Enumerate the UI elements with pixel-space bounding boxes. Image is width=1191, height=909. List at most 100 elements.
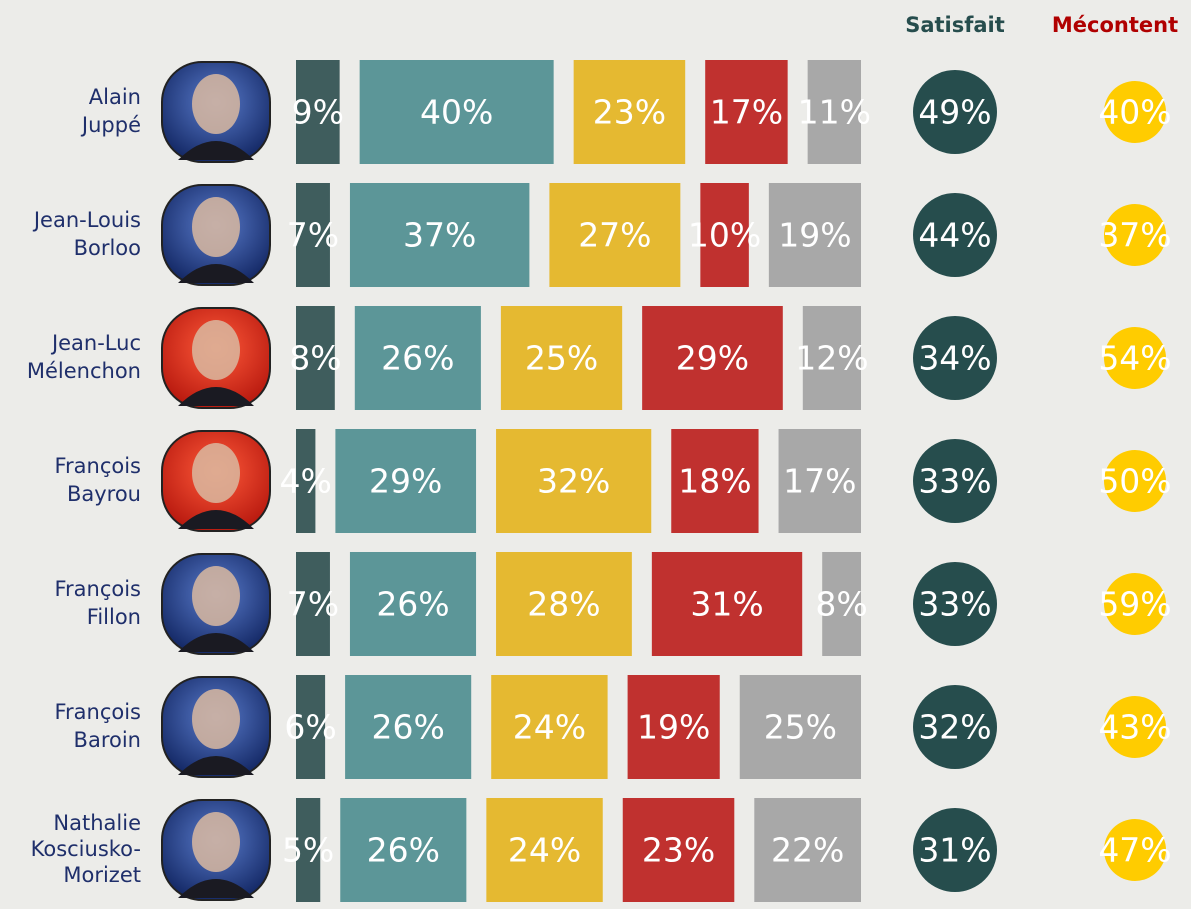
photo-face: [192, 443, 240, 503]
candidate-name: Juppé: [80, 113, 141, 137]
photo-body: [178, 633, 254, 652]
bar-value-label: 24%: [508, 831, 581, 870]
bar-value-label: 28%: [527, 585, 600, 624]
satisfait-value: 44%: [918, 216, 991, 255]
bar-segment: [296, 306, 335, 410]
mecontent-value: 43%: [1098, 708, 1171, 747]
bar-value-label: 17%: [783, 462, 856, 501]
candidate-name: Borloo: [74, 236, 141, 260]
candidate-name: François: [54, 454, 141, 478]
candidate-name: Alain: [89, 85, 141, 109]
candidate-name: François: [54, 577, 141, 601]
bar-value-label: 19%: [778, 216, 851, 255]
bar-value-label: 26%: [371, 708, 444, 747]
satisfait-value: 49%: [918, 93, 991, 132]
bar-value-label: 4%: [280, 462, 332, 501]
mecontent-circle: [1104, 204, 1166, 266]
mecontent-header: Mécontent: [1052, 13, 1178, 37]
bar-value-label: 31%: [690, 585, 763, 624]
bar-value-label: 8%: [815, 585, 867, 624]
bar-value-label: 26%: [376, 585, 449, 624]
photo-body: [178, 756, 254, 775]
mecontent-value: 50%: [1098, 462, 1171, 501]
bar-segment: [822, 552, 861, 656]
candidate-name: Mélenchon: [27, 359, 141, 383]
bar-segment: [778, 429, 861, 533]
bar-value-label: 12%: [795, 339, 868, 378]
mecontent-circle: [1104, 696, 1166, 758]
candidate-name: Bayrou: [67, 482, 141, 506]
photo-face: [192, 320, 240, 380]
bar-segment: [651, 552, 803, 656]
photo-face: [192, 689, 240, 749]
satisfait-value: 33%: [918, 462, 991, 501]
bar-value-label: 29%: [676, 339, 749, 378]
bar-value-label: 29%: [369, 462, 442, 501]
bar-segment: [642, 306, 783, 410]
bar-segment: [573, 60, 686, 164]
candidate-name: Morizet: [63, 863, 141, 887]
mecontent-value: 47%: [1098, 831, 1171, 870]
bar-segment: [622, 798, 735, 902]
bar-segment: [705, 60, 788, 164]
bar-segment: [296, 60, 340, 164]
bar-segment: [496, 552, 632, 656]
bar-value-label: 8%: [289, 339, 341, 378]
bar-value-label: 5%: [282, 831, 334, 870]
bar-segment: [354, 306, 481, 410]
bar-segment: [491, 675, 608, 779]
mecontent-circle: [1104, 573, 1166, 635]
bar-segment: [802, 306, 861, 410]
bar-value-label: 26%: [367, 831, 440, 870]
bar-value-label: 7%: [287, 585, 339, 624]
photo-face: [192, 566, 240, 626]
bar-value-label: 27%: [578, 216, 651, 255]
satisfait-header: Satisfait: [905, 13, 1005, 37]
photo-body: [178, 879, 254, 898]
bar-value-label: 26%: [381, 339, 454, 378]
satisfait-circle: [913, 439, 997, 523]
bar-value-label: 32%: [537, 462, 610, 501]
satisfait-circle: [913, 316, 997, 400]
bar-value-label: 25%: [764, 708, 837, 747]
bar-value-label: 6%: [284, 708, 336, 747]
bar-value-label: 37%: [403, 216, 476, 255]
bar-segment: [296, 552, 330, 656]
satisfait-circle: [913, 562, 997, 646]
bar-segment: [296, 429, 316, 533]
satisfait-value: 34%: [918, 339, 991, 378]
mecontent-circle: [1104, 450, 1166, 512]
satisfait-value: 32%: [918, 708, 991, 747]
mecontent-value: 54%: [1098, 339, 1171, 378]
bar-segment: [671, 429, 759, 533]
bar-segment: [345, 675, 472, 779]
bar-value-label: 40%: [420, 93, 493, 132]
bar-segment: [296, 675, 326, 779]
bar-value-label: 10%: [688, 216, 761, 255]
candidate-name: Nathalie: [53, 811, 141, 835]
bar-value-label: 11%: [798, 93, 871, 132]
bar-value-label: 7%: [287, 216, 339, 255]
photo-body: [178, 510, 254, 529]
candidate-name: Kosciusko-: [31, 837, 141, 861]
photo-body: [178, 387, 254, 406]
candidate-name: Jean-Louis: [32, 208, 141, 232]
bar-segment: [768, 183, 861, 287]
bar-segment: [739, 675, 861, 779]
bar-segment: [500, 306, 623, 410]
bar-value-label: 18%: [678, 462, 751, 501]
satisfait-circle: [913, 808, 997, 892]
candidate-name: Fillon: [87, 605, 141, 629]
satisfait-circle: [913, 685, 997, 769]
candidate-name: Jean-Luc: [50, 331, 141, 355]
bar-value-label: 9%: [292, 93, 344, 132]
candidate-name: François: [54, 700, 141, 724]
bar-segment: [807, 60, 861, 164]
bar-value-label: 22%: [771, 831, 844, 870]
bar-value-label: 19%: [637, 708, 710, 747]
bar-segment: [754, 798, 861, 902]
satisfait-value: 31%: [918, 831, 991, 870]
photo-body: [178, 141, 254, 160]
mecontent-value: 37%: [1098, 216, 1171, 255]
